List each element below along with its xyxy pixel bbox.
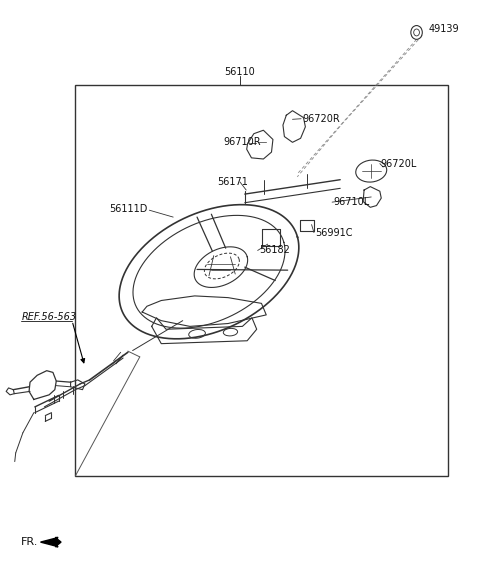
Text: 49139: 49139 (429, 24, 459, 34)
Text: FR.: FR. (21, 537, 38, 547)
Text: REF.56-563: REF.56-563 (22, 312, 76, 321)
Circle shape (411, 25, 422, 39)
Circle shape (414, 29, 420, 36)
Text: 96720R: 96720R (302, 114, 340, 124)
Text: 96710L: 96710L (333, 197, 369, 207)
Text: 56991C: 56991C (315, 228, 353, 238)
Text: 96710R: 96710R (223, 138, 261, 147)
Text: 96720L: 96720L (381, 158, 417, 169)
Bar (75, 85, 447, 476)
Text: 56182: 56182 (259, 246, 290, 255)
Polygon shape (40, 538, 61, 547)
Text: 56171: 56171 (217, 177, 249, 187)
Text: 56111D: 56111D (109, 204, 147, 214)
Text: 56110: 56110 (225, 66, 255, 76)
